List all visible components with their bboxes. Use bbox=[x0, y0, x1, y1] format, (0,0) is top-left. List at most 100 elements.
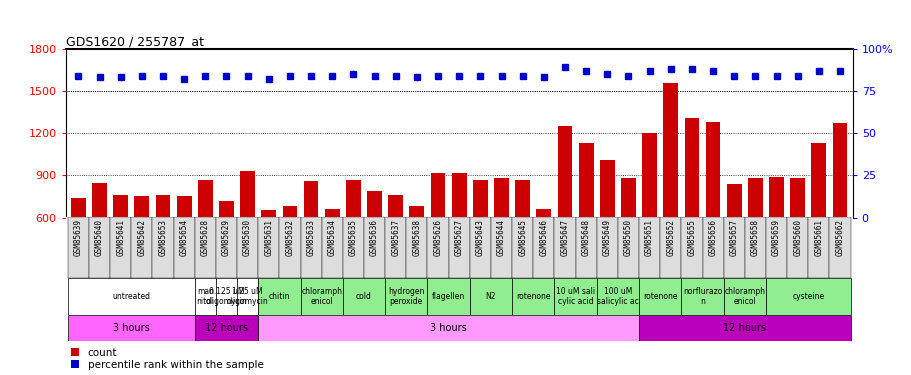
Text: rotenone: rotenone bbox=[516, 292, 550, 301]
Text: 12 hours: 12 hours bbox=[205, 323, 248, 333]
Text: GSM85639: GSM85639 bbox=[74, 219, 83, 256]
Bar bbox=[511, 278, 554, 315]
Bar bbox=[324, 209, 339, 218]
Text: GSM85640: GSM85640 bbox=[95, 219, 104, 256]
Text: 0.125 uM
oligomycin: 0.125 uM oligomycin bbox=[205, 286, 247, 306]
Bar bbox=[722, 217, 744, 278]
Text: GSM85651: GSM85651 bbox=[644, 219, 653, 256]
Text: GSM85629: GSM85629 bbox=[221, 219, 230, 256]
Bar bbox=[156, 195, 170, 217]
Text: GSM85655: GSM85655 bbox=[687, 219, 696, 256]
Bar bbox=[195, 217, 216, 278]
Text: GSM85641: GSM85641 bbox=[116, 219, 125, 256]
Bar bbox=[765, 217, 786, 278]
Bar bbox=[765, 278, 850, 315]
Bar bbox=[511, 217, 533, 278]
Bar bbox=[451, 172, 466, 217]
Bar bbox=[152, 217, 173, 278]
Text: GSM85658: GSM85658 bbox=[750, 219, 759, 256]
Bar bbox=[744, 217, 765, 278]
Bar bbox=[322, 217, 343, 278]
Text: untreated: untreated bbox=[112, 292, 150, 301]
Bar bbox=[596, 217, 617, 278]
Text: 1.25 uM
oligomycin: 1.25 uM oligomycin bbox=[227, 286, 268, 306]
Bar bbox=[303, 181, 318, 218]
Bar bbox=[828, 217, 850, 278]
Text: GSM85654: GSM85654 bbox=[179, 219, 189, 256]
Bar bbox=[575, 217, 596, 278]
Text: GSM85648: GSM85648 bbox=[581, 219, 590, 256]
Bar bbox=[681, 217, 701, 278]
Text: GSM85627: GSM85627 bbox=[455, 219, 463, 256]
Bar bbox=[258, 315, 639, 341]
Text: chloramph
enicol: chloramph enicol bbox=[723, 286, 764, 306]
Bar bbox=[494, 178, 508, 218]
Bar bbox=[427, 278, 469, 315]
Text: GSM85657: GSM85657 bbox=[729, 219, 738, 256]
Bar bbox=[367, 191, 382, 217]
Bar bbox=[71, 198, 86, 217]
Bar bbox=[554, 278, 596, 315]
Bar bbox=[747, 178, 762, 218]
Bar bbox=[345, 180, 361, 218]
Text: 3 hours: 3 hours bbox=[430, 323, 466, 333]
Text: N2: N2 bbox=[486, 292, 496, 301]
Text: rotenone: rotenone bbox=[642, 292, 677, 301]
Text: GSM85659: GSM85659 bbox=[772, 219, 780, 256]
Bar bbox=[490, 217, 511, 278]
Text: GSM85630: GSM85630 bbox=[243, 219, 251, 256]
Bar bbox=[596, 278, 639, 315]
Text: 100 uM
salicylic ac: 100 uM salicylic ac bbox=[597, 286, 638, 306]
Bar bbox=[301, 278, 343, 315]
Text: GSM85645: GSM85645 bbox=[517, 219, 527, 256]
Text: flagellen: flagellen bbox=[432, 292, 465, 301]
Bar bbox=[363, 217, 384, 278]
Text: GSM85646: GSM85646 bbox=[538, 219, 548, 256]
Text: GSM85653: GSM85653 bbox=[159, 219, 168, 256]
Bar bbox=[198, 180, 212, 218]
Bar bbox=[768, 177, 783, 218]
Bar bbox=[301, 217, 322, 278]
Bar bbox=[620, 178, 635, 218]
Text: GSM85628: GSM85628 bbox=[200, 219, 210, 256]
Bar bbox=[617, 217, 639, 278]
Text: GSM85661: GSM85661 bbox=[814, 219, 823, 256]
Bar bbox=[786, 217, 807, 278]
Bar bbox=[216, 217, 237, 278]
Text: GSM85635: GSM85635 bbox=[349, 219, 357, 256]
Bar bbox=[113, 195, 128, 217]
Text: norflurazo
n: norflurazo n bbox=[682, 286, 722, 306]
Text: chloramph
enicol: chloramph enicol bbox=[301, 286, 342, 306]
Bar bbox=[237, 278, 258, 315]
Bar bbox=[384, 217, 406, 278]
Text: GSM85642: GSM85642 bbox=[138, 219, 146, 256]
Text: man
nitol: man nitol bbox=[197, 286, 214, 306]
Bar bbox=[639, 217, 660, 278]
Text: GSM85660: GSM85660 bbox=[793, 219, 802, 256]
Text: 12 hours: 12 hours bbox=[722, 323, 765, 333]
Bar bbox=[557, 126, 572, 218]
Text: hydrogen
peroxide: hydrogen peroxide bbox=[388, 286, 424, 306]
Text: GSM85636: GSM85636 bbox=[370, 219, 379, 256]
Text: GSM85662: GSM85662 bbox=[834, 219, 844, 256]
Bar bbox=[384, 278, 427, 315]
Bar bbox=[660, 217, 681, 278]
Bar bbox=[469, 217, 490, 278]
Bar bbox=[343, 278, 384, 315]
Bar bbox=[67, 315, 195, 341]
Bar bbox=[722, 278, 765, 315]
Bar bbox=[832, 123, 846, 218]
Bar bbox=[110, 217, 131, 278]
Text: cold: cold bbox=[355, 292, 372, 301]
Bar bbox=[89, 217, 110, 278]
Text: GSM85647: GSM85647 bbox=[560, 219, 568, 256]
Bar bbox=[448, 217, 469, 278]
Bar bbox=[811, 143, 825, 218]
Text: 3 hours: 3 hours bbox=[113, 323, 149, 333]
Text: GSM85644: GSM85644 bbox=[496, 219, 506, 256]
Bar bbox=[662, 82, 678, 218]
Bar bbox=[282, 206, 297, 218]
Bar bbox=[343, 217, 363, 278]
Bar bbox=[219, 201, 233, 217]
Bar bbox=[240, 171, 255, 217]
